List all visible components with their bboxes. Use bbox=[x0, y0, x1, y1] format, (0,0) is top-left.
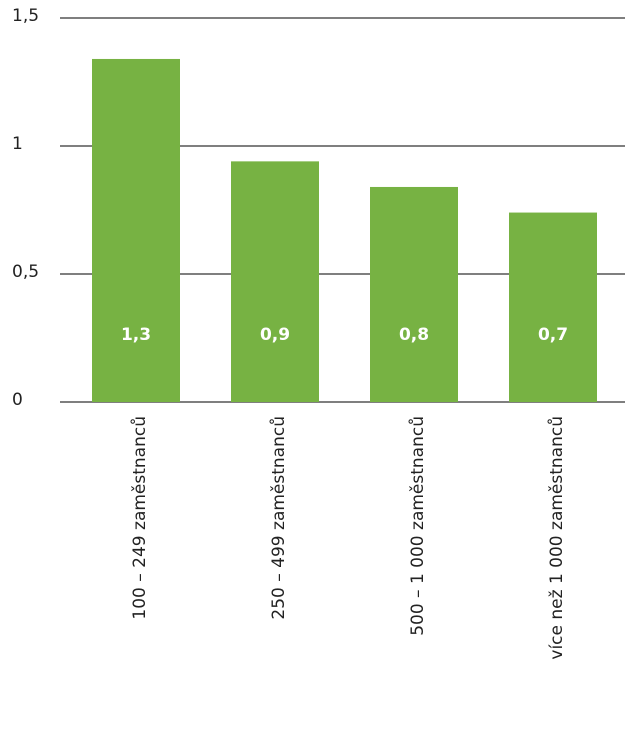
y-tick-label: 0 bbox=[12, 390, 23, 410]
x-tick-label: 500 – 1 000 zaměstnanců bbox=[408, 416, 428, 636]
value-label: 1,3 bbox=[121, 325, 151, 345]
value-label: 0,8 bbox=[399, 325, 429, 345]
y-tick-label: 0,5 bbox=[12, 262, 39, 282]
x-tick-label: 100 – 249 zaměstnanců bbox=[130, 416, 150, 620]
bar bbox=[92, 58, 180, 403]
value-label: 0,9 bbox=[260, 325, 290, 345]
y-tick-label: 1 bbox=[12, 134, 23, 154]
y-tick-label: 1,5 bbox=[12, 6, 39, 26]
value-label: 0,7 bbox=[538, 325, 568, 345]
x-tick-label: více než 1 000 zaměstnanců bbox=[547, 416, 567, 660]
bar bbox=[509, 212, 597, 402]
bar bbox=[231, 161, 319, 402]
x-tick-label: 250 – 499 zaměstnanců bbox=[269, 416, 289, 620]
bar bbox=[370, 186, 458, 402]
